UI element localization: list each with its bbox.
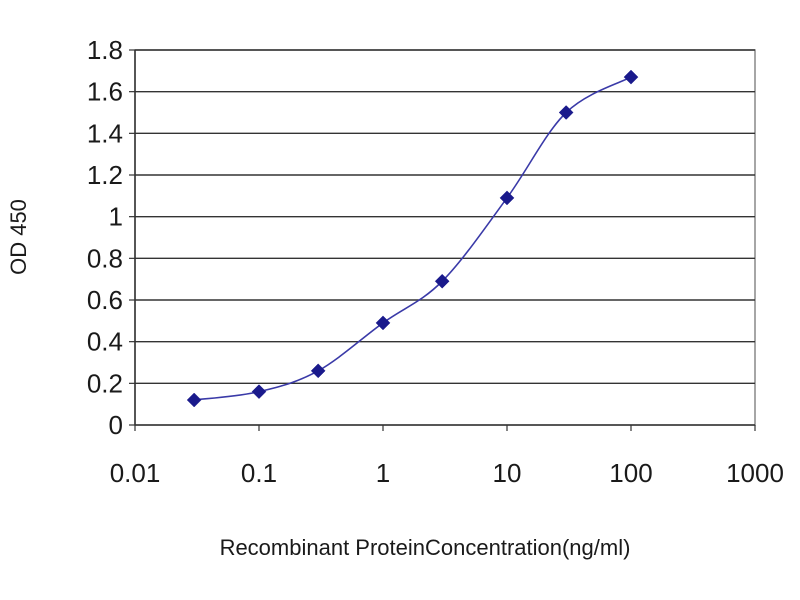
y-tick-label: 0.2 — [87, 368, 123, 398]
y-tick-label: 1.8 — [87, 35, 123, 65]
y-tick-label: 0 — [109, 410, 123, 440]
data-point — [434, 273, 450, 289]
x-axis-title: Recombinant ProteinConcentration(ng/ml) — [220, 535, 631, 560]
data-point — [375, 315, 391, 331]
data-point — [186, 392, 202, 408]
data-series — [186, 69, 639, 408]
y-tick-label: 1.4 — [87, 118, 123, 148]
plot-area — [134, 49, 756, 426]
y-tick-labels: 0 0.2 0.4 0.6 0.8 1 1.2 1.4 1.6 1.8 — [87, 35, 123, 440]
x-tick-label: 0.01 — [110, 458, 161, 488]
y-tick-label: 0.4 — [87, 327, 123, 357]
x-tick-label: 1 — [376, 458, 390, 488]
data-point — [558, 105, 574, 120]
y-tick-label: 1.6 — [87, 77, 123, 107]
x-tick-label: 100 — [609, 458, 652, 488]
data-point — [251, 384, 267, 400]
series-line — [194, 76, 632, 401]
y-tick-label: 1.2 — [87, 160, 123, 190]
data-point — [623, 69, 639, 85]
y-tick-label: 0.6 — [87, 285, 123, 315]
x-tick-label: 1000 — [726, 458, 784, 488]
x-tick-labels: 0.01 0.1 1 10 100 1000 — [110, 458, 784, 488]
y-axis-title: OD 450 — [6, 199, 31, 275]
x-tick-label: 0.1 — [241, 458, 277, 488]
x-tick-label: 10 — [493, 458, 522, 488]
data-point — [499, 190, 515, 206]
gridlines — [135, 49, 755, 385]
data-point — [310, 363, 326, 379]
axes — [129, 49, 756, 431]
y-tick-label: 1 — [109, 202, 123, 232]
y-tick-label: 0.8 — [87, 243, 123, 273]
